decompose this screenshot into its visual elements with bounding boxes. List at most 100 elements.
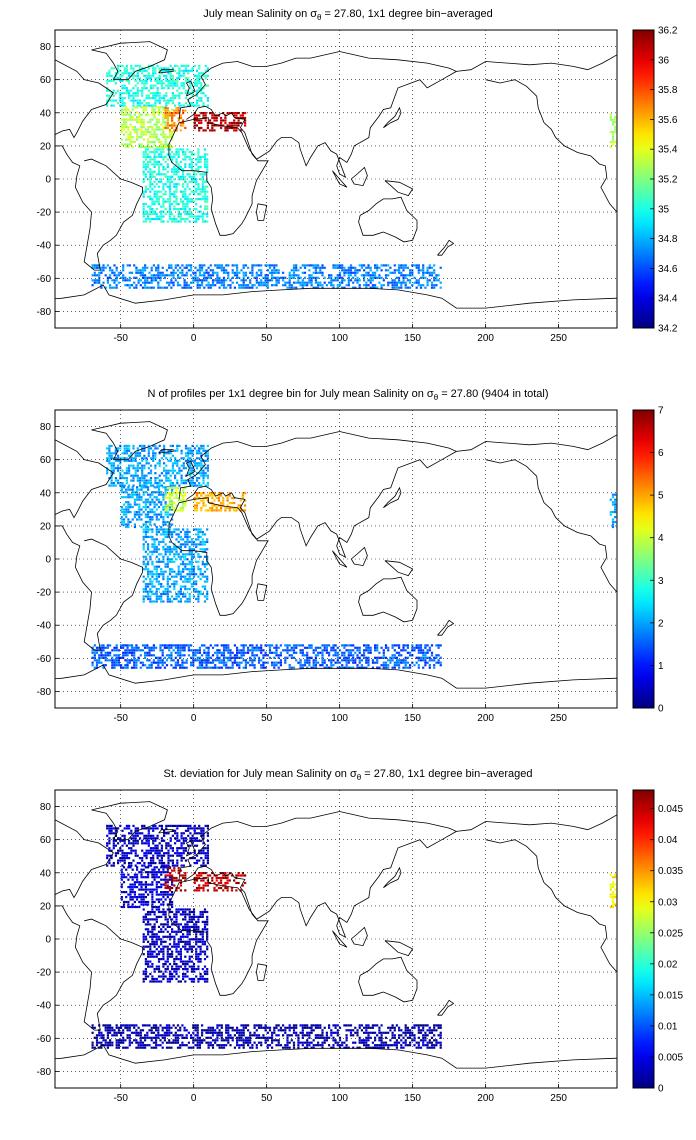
data-region-5 [91,644,442,669]
colorbar-tick-label: 7 [658,406,664,417]
coastlines [55,801,617,1069]
colorbar-tick-label: 35.4 [658,145,678,156]
y-tick-label: -40 [37,241,52,252]
colorbar-tick-label: 4 [658,533,664,544]
y-tick-label: 40 [40,868,52,879]
y-tick-label: 0 [45,175,51,186]
colorbar-tick-label: 6 [658,448,664,459]
y-tick-label: 80 [40,422,52,433]
x-tick-label: 150 [404,713,421,724]
colorbar-tick-label: 35 [658,204,670,215]
colorbar-tick-label: 34.8 [658,234,678,245]
colorbar-tick-label: 2 [658,618,664,629]
data-region-6 [609,873,617,909]
y-tick-label: 0 [45,555,51,566]
y-tick-label: 20 [40,521,52,532]
colorbar-tick-label: 35.2 [658,175,678,186]
colorbar-tick-label: 0.015 [658,990,683,1001]
colorbar-tick-label: 0.01 [658,1021,678,1032]
data-region-4 [142,908,209,983]
x-tick-label: 200 [477,1093,494,1104]
colorbar [632,409,655,709]
colorbar-tick-label: 0.045 [658,804,683,815]
chart-title: July mean Salinity on σθ = 27.80, 1x1 de… [203,8,493,22]
colorbar-tick-label: 0.005 [658,1052,683,1063]
y-tick-label: -20 [37,968,52,979]
x-tick-label: 0 [191,333,197,344]
data-cells [91,824,617,1049]
x-tick-label: -50 [113,713,128,724]
data-region-0 [106,444,209,487]
data-region-5 [91,1024,442,1049]
data-region-5 [91,264,442,289]
y-tick-label: -60 [37,654,52,665]
x-tick-label: -50 [113,1093,128,1104]
y-tick-label: -80 [37,307,52,318]
x-tick-label: 100 [331,713,348,724]
y-tick-label: 80 [40,802,52,813]
std-deviation-map-panel: St. deviation for July mean Salinity on … [0,760,696,1140]
salinity-map-panel: July mean Salinity on σθ = 27.80, 1x1 de… [0,0,696,380]
chart-title: N of profiles per 1x1 degree bin for Jul… [147,388,548,402]
colorbar-tick-label: 35.8 [658,85,678,96]
x-tick-label: 150 [404,1093,421,1104]
map-chart: N of profiles per 1x1 degree bin for Jul… [37,388,664,724]
y-tick-label: 80 [40,42,52,53]
map-chart: St. deviation for July mean Salinity on … [37,768,684,1104]
colorbar-tick-label: 36 [658,55,670,66]
x-tick-label: 50 [261,1093,273,1104]
data-region-3 [193,872,247,892]
x-tick-label: 100 [331,1093,348,1104]
x-tick-label: 150 [404,333,421,344]
data-cells [91,64,617,289]
colorbar-tick-label: 35.6 [658,115,678,126]
y-tick-label: 0 [45,935,51,946]
x-tick-label: 100 [331,333,348,344]
y-tick-label: 20 [40,901,52,912]
y-tick-label: -20 [37,208,52,219]
y-tick-label: 20 [40,141,52,152]
x-tick-label: 0 [191,713,197,724]
x-tick-label: -50 [113,333,128,344]
colorbar-tick-label: 1 [658,661,664,672]
colorbar-tick-label: 0 [658,704,664,715]
y-tick-label: 60 [40,455,52,466]
colorbar-tick-label: 0.03 [658,897,678,908]
colorbar-tick-label: 0.02 [658,959,678,970]
y-tick-label: -80 [37,687,52,698]
data-region-2 [164,867,187,892]
y-tick-label: -60 [37,1034,52,1045]
data-region-4 [142,528,209,603]
data-region-1 [120,486,174,529]
colorbar-tick-label: 34.2 [658,324,678,335]
x-tick-label: 200 [477,333,494,344]
colorbar-tick-label: 34.6 [658,264,678,275]
y-tick-label: 40 [40,488,52,499]
y-tick-label: -60 [37,274,52,285]
y-tick-label: -40 [37,1001,52,1012]
colorbar-tick-label: 0 [658,1084,664,1095]
colorbar-tick-label: 3 [658,576,664,587]
x-tick-label: 250 [550,333,567,344]
colorbar [632,789,655,1089]
x-tick-label: 0 [191,1093,197,1104]
y-tick-label: -80 [37,1067,52,1078]
colorbar-tick-label: 0.04 [658,835,678,846]
grid-lines [55,30,617,328]
x-tick-label: 200 [477,713,494,724]
x-tick-label: 250 [550,713,567,724]
grid-lines [55,790,617,1088]
x-tick-label: 50 [261,713,273,724]
profile-count-map-panel: N of profiles per 1x1 degree bin for Jul… [0,380,696,760]
x-tick-label: 50 [261,333,273,344]
colorbar-tick-label: 34.4 [658,294,678,305]
map-chart: July mean Salinity on σθ = 27.80, 1x1 de… [37,8,678,344]
chart-title: St. deviation for July mean Salinity on … [164,768,533,782]
colorbar-tick-label: 0.035 [658,866,683,877]
y-tick-label: -20 [37,588,52,599]
x-tick-label: 250 [550,1093,567,1104]
y-tick-label: 60 [40,75,52,86]
grid-lines [55,410,617,708]
data-region-0 [106,824,209,867]
y-tick-label: 60 [40,835,52,846]
